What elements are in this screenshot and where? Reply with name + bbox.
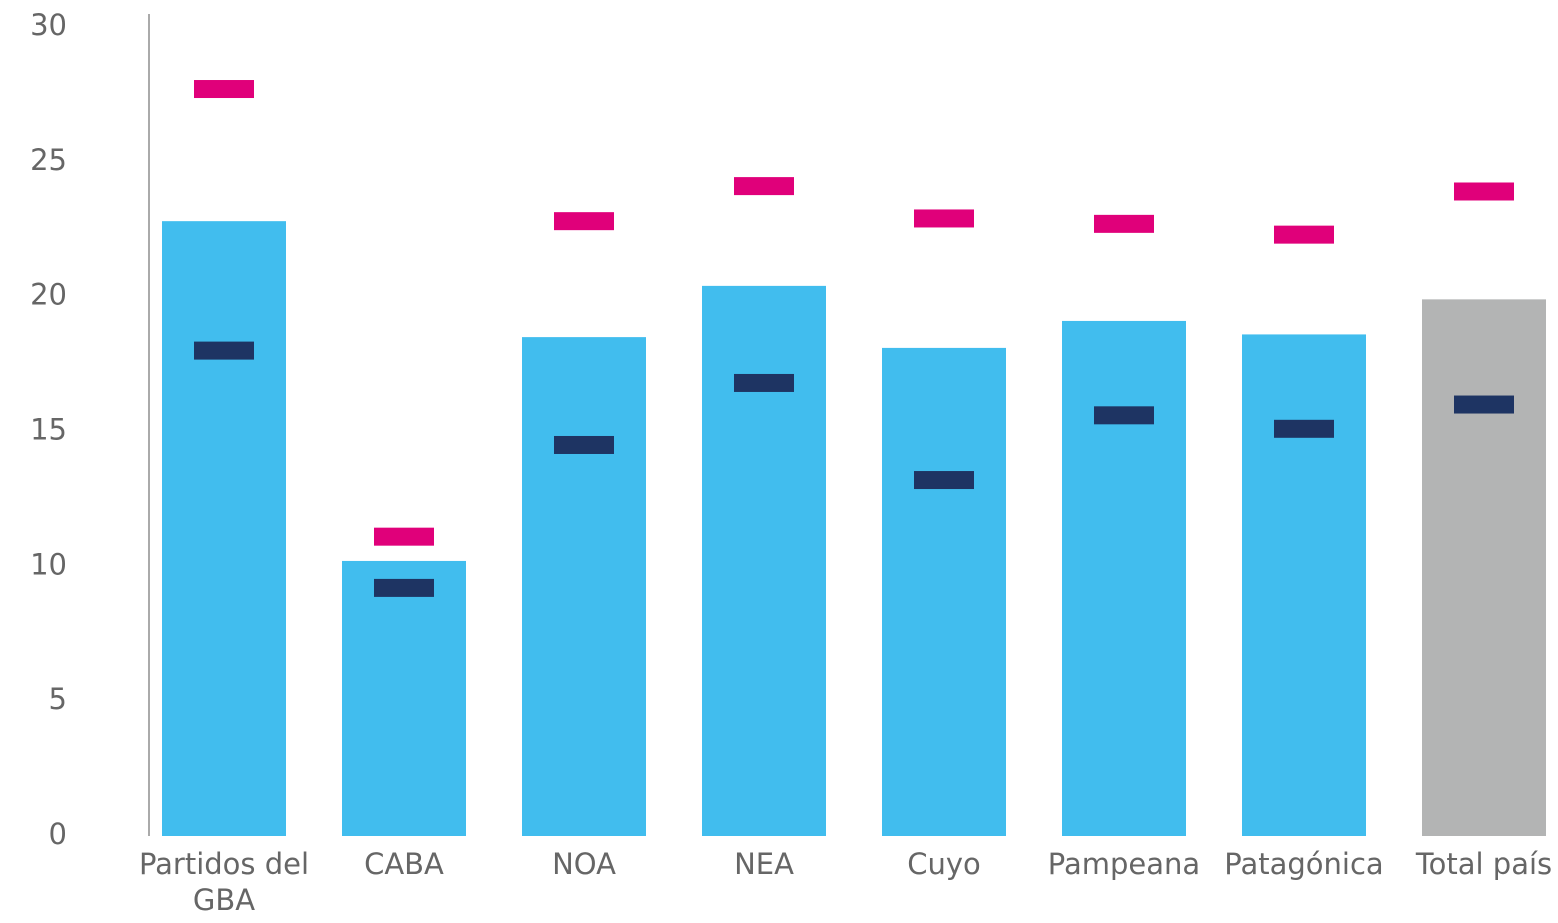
y-tick-label: 0 (49, 817, 67, 851)
marker (374, 527, 434, 546)
marker (1274, 419, 1334, 438)
marker (734, 373, 794, 392)
marker (554, 435, 614, 454)
marker (1454, 395, 1514, 414)
marker (374, 578, 434, 597)
x-tick-label: Pampeana (1047, 847, 1201, 881)
marker (1094, 406, 1154, 425)
bar (522, 337, 646, 836)
marker (194, 341, 254, 360)
bar (702, 285, 826, 836)
marker (914, 209, 974, 228)
x-tick-label: Total país (1415, 847, 1553, 881)
marker (554, 212, 614, 231)
marker (734, 177, 794, 196)
y-tick-label: 30 (30, 8, 67, 42)
bar (1062, 320, 1186, 837)
bar (1242, 334, 1366, 836)
y-tick-label: 5 (49, 682, 67, 716)
x-tick-label: NOA (552, 847, 616, 881)
marker (914, 471, 974, 490)
marker (1454, 182, 1514, 201)
bar (882, 347, 1006, 836)
x-tick-label: Cuyo (907, 847, 981, 881)
x-tick-label: CABA (364, 847, 444, 881)
x-tick-label: NEA (734, 847, 794, 881)
y-tick-label: 15 (30, 413, 67, 447)
y-tick-label: 10 (30, 547, 67, 581)
marker (1094, 214, 1154, 233)
y-tick-label: 25 (30, 143, 67, 177)
x-tick-label: Partidos del GBA (138, 847, 310, 917)
bar (162, 221, 286, 836)
x-tick-label: Patagónica (1224, 847, 1384, 881)
bar (342, 560, 466, 836)
marker (1274, 225, 1334, 244)
marker (194, 80, 254, 99)
y-tick-label: 20 (30, 278, 67, 312)
bar (1422, 299, 1546, 836)
